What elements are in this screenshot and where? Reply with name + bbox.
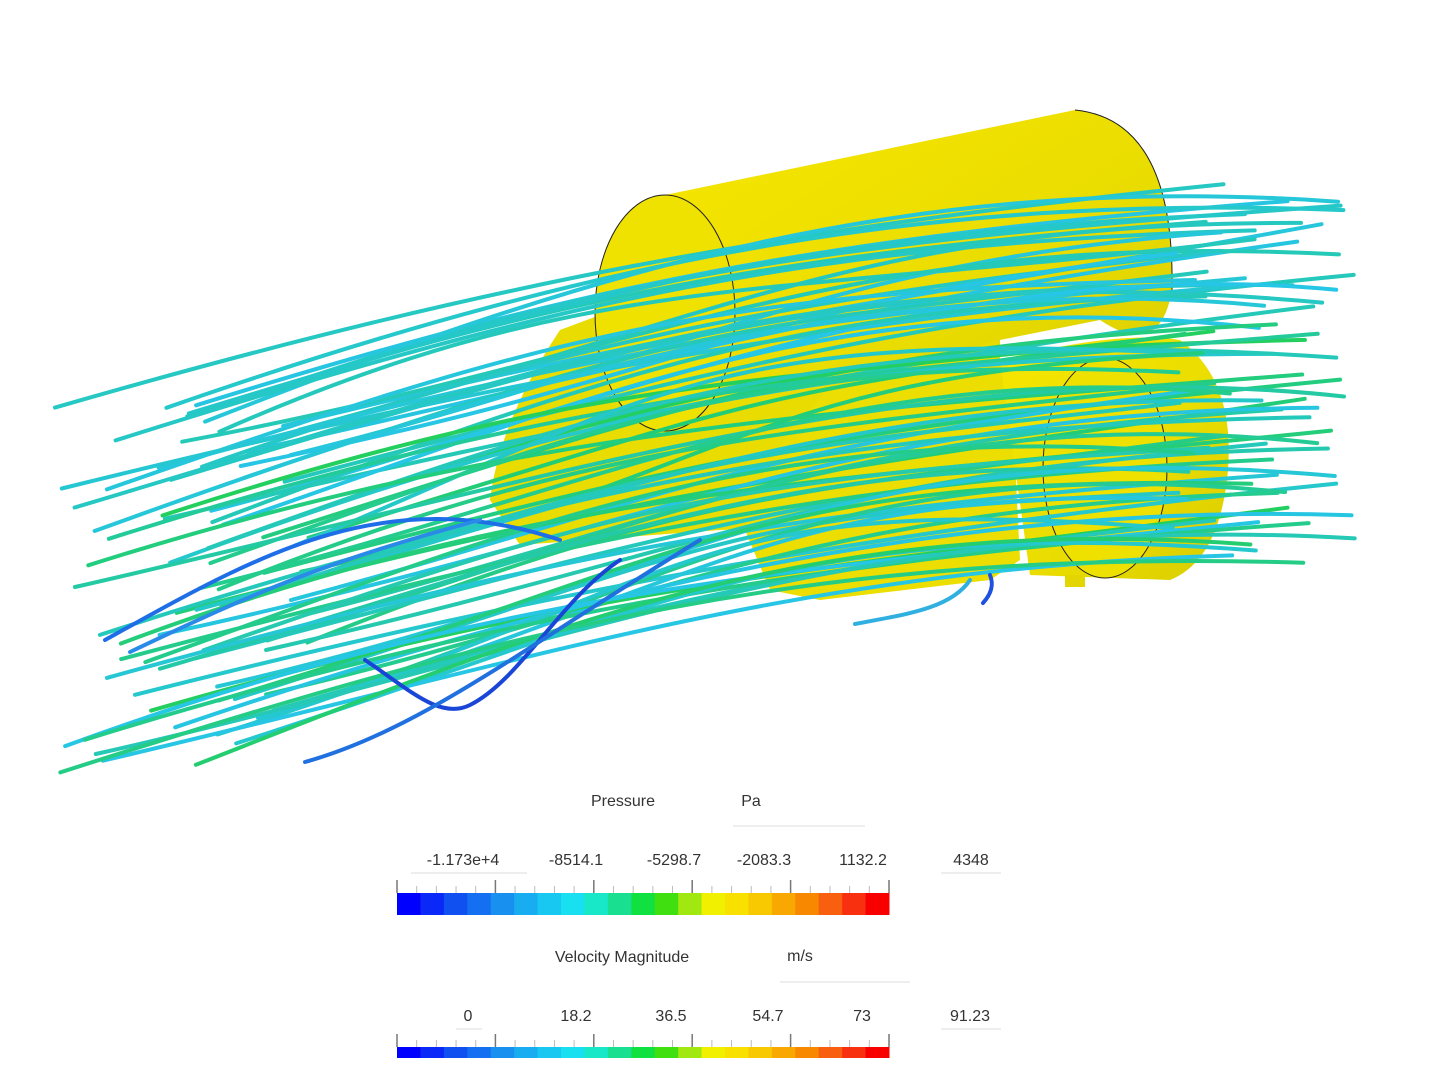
legend-label: -5298.7: [647, 852, 701, 869]
streamline: [104, 278, 1197, 492]
legend-label: -1.173e+4: [427, 852, 500, 869]
colorbar-segment: [865, 893, 890, 915]
colorbar-segment: [420, 1047, 445, 1058]
colorbar-segment: [561, 1047, 585, 1058]
streamline: [201, 445, 1211, 653]
streamline: [164, 205, 1346, 410]
streamline: [981, 573, 994, 605]
colorbar-segment: [725, 1047, 749, 1058]
streamline: [192, 441, 1268, 661]
colorbar-segment: [607, 1047, 632, 1058]
streamline: [193, 536, 1253, 767]
colorbar-segment: [771, 1047, 796, 1058]
colorbar-segment: [467, 1047, 492, 1058]
legend-label: 91.23: [950, 1008, 990, 1025]
legend-label: 1132.2: [839, 852, 887, 869]
streamline: [93, 532, 1357, 756]
streamline: [208, 366, 1181, 566]
main-cylinder: [665, 110, 1173, 430]
colorbar-segment: [607, 893, 632, 915]
streamline: [292, 346, 1197, 548]
legend-label: -8514.1: [549, 852, 603, 869]
streamline: [180, 248, 1341, 444]
streamline: [303, 538, 702, 764]
colorbar-segment: [795, 1047, 820, 1058]
colorbar-segment: [514, 1047, 539, 1058]
colorbar-segment: [584, 1047, 609, 1058]
streamline: [133, 481, 1339, 697]
streamline: [104, 472, 1279, 680]
streamline: [72, 290, 1325, 510]
colorbar-segment: [818, 893, 843, 915]
colorbar-segment: [654, 1047, 679, 1058]
streamline: [157, 405, 1320, 637]
legend-label: 0: [464, 1008, 473, 1025]
tab: [1065, 575, 1085, 587]
colorbar-segment: [443, 1047, 468, 1058]
legend-label: 18.2: [560, 1008, 591, 1025]
streamline: [113, 228, 1257, 443]
streamline: [217, 237, 1257, 434]
velocity-legend: Velocity Magnitude m/s 0 18.2 36.5 54.7 73 91…: [396, 948, 1001, 1058]
colorbar-segment: [818, 1047, 843, 1058]
streamline: [128, 518, 482, 654]
pressure-legend: Pressure Pa -1.173e+4 -8514.1 -5298.7 -2083…: [396, 793, 1001, 915]
streamline: [143, 444, 1196, 665]
colorbar-segment: [748, 1047, 773, 1058]
streamline: [198, 385, 1232, 591]
colorbar-segment: [420, 893, 445, 915]
colorbar-segment: [748, 893, 773, 915]
legend-label: 36.5: [655, 1008, 686, 1025]
colorbar-segment: [654, 893, 679, 915]
colorbar-segment: [865, 1047, 890, 1058]
colorbar-segment: [537, 1047, 562, 1058]
colorbar-segment: [631, 1047, 656, 1058]
legend-label: 54.7: [752, 1008, 783, 1025]
streamline: [58, 559, 1306, 775]
colorbar-segment: [514, 893, 539, 915]
legend-label: 4348: [953, 852, 989, 869]
colorbar-segment: [842, 1047, 867, 1058]
colorbar-segment: [467, 893, 492, 915]
streamline: [103, 517, 562, 642]
colorbar-segment: [678, 1047, 703, 1058]
streamline: [97, 415, 1312, 637]
streamline: [363, 558, 622, 711]
streamline: [221, 315, 1261, 527]
streamline: [219, 400, 1182, 609]
streamline: [53, 182, 1226, 410]
colorbar-segment: [795, 893, 820, 915]
colorbar-segment: [397, 893, 421, 915]
streamline: [853, 578, 972, 626]
colorbar-segment: [678, 893, 703, 915]
legend-title: Pressure: [591, 793, 655, 810]
colorbar-segment: [701, 893, 726, 915]
colorbar-segment: [490, 1047, 515, 1058]
legend-unit: Pa: [741, 793, 761, 810]
streamline: [264, 490, 1280, 697]
colorbar-segment: [701, 1047, 726, 1058]
legend-title: Velocity Magnitude: [555, 949, 689, 966]
streamline: [92, 296, 1267, 533]
colorbar-segment: [842, 893, 867, 915]
colorbar-segment: [561, 893, 585, 915]
legend-unit: m/s: [787, 948, 813, 965]
colorbar-segment: [631, 893, 656, 915]
streamlines: [53, 182, 1357, 775]
colorbar-segment: [771, 893, 796, 915]
colorbar-segment: [397, 1047, 421, 1058]
colorbar-segment: [443, 893, 468, 915]
streamline: [265, 432, 1320, 643]
colorbar-segment: [584, 893, 609, 915]
streamline: [173, 511, 1354, 730]
streamline: [186, 212, 1247, 416]
colorbar-segment: [537, 893, 562, 915]
legend-label: -2083.3: [737, 852, 791, 869]
legend-label: 73: [853, 1008, 871, 1025]
colorbar-segment: [725, 893, 749, 915]
colorbar-segment: [490, 893, 515, 915]
